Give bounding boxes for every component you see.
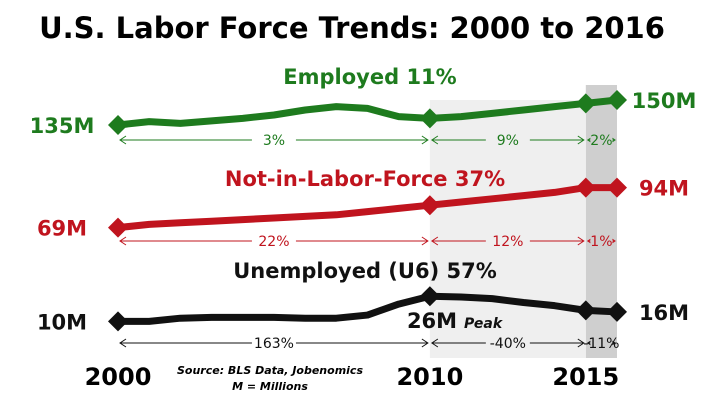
- point-marker: [108, 217, 128, 238]
- label-bg: [590, 132, 613, 148]
- source: Source: BLS Data, Jobenomics: [177, 364, 363, 377]
- change-label: 22%: [258, 234, 289, 250]
- change-label: -11%: [583, 336, 619, 352]
- label-bg: [590, 233, 613, 249]
- change-label: 3%: [263, 133, 285, 149]
- change-label: 1%: [590, 234, 612, 250]
- x-tick-label: 2000: [85, 363, 152, 391]
- label-bg: [251, 132, 296, 148]
- peak-label: 26M: [407, 309, 457, 333]
- label-bg: [251, 335, 296, 351]
- series-line: [118, 292, 618, 325]
- label-bg: [251, 233, 296, 249]
- x-tick-label: 2010: [396, 363, 463, 391]
- point-marker: [607, 90, 627, 110]
- change-label: 12%: [492, 234, 523, 250]
- point-marker: [607, 177, 627, 198]
- point-marker: [419, 108, 440, 129]
- series-label: Not-in-Labor-Force 37%: [225, 167, 505, 191]
- point-marker: [607, 301, 627, 322]
- end-label: 16M: [639, 301, 689, 325]
- point-marker: [575, 177, 596, 198]
- point-marker: [419, 286, 440, 307]
- start-label: 10M: [37, 310, 87, 334]
- change-label: 9%: [497, 133, 519, 149]
- point-marker: [419, 195, 440, 216]
- point-marker: [575, 300, 596, 321]
- series-line: [117, 96, 618, 129]
- label-bg: [590, 335, 613, 351]
- series-line: [117, 184, 617, 232]
- end-label: 94M: [639, 177, 689, 201]
- change-label: -40%: [490, 336, 526, 352]
- start-label: 69M: [37, 217, 87, 241]
- point-marker: [575, 93, 596, 114]
- peak-note: Peak: [464, 316, 504, 332]
- series-label: Employed 11%: [283, 65, 456, 89]
- note: M = Millions: [232, 380, 308, 393]
- point-marker: [108, 311, 128, 332]
- series-label: Unemployed (U6) 57%: [233, 259, 497, 283]
- change-label: 163%: [254, 336, 294, 352]
- label-bg: [485, 132, 530, 148]
- point-marker: [108, 115, 128, 135]
- start-label: 135M: [30, 114, 95, 138]
- end-label: 150M: [632, 89, 697, 113]
- x-tick-label: 2015: [552, 363, 619, 391]
- change-label: 2%: [590, 133, 612, 149]
- label-bg: [485, 233, 530, 249]
- chart-title: U.S. Labor Force Trends: 2000 to 2016: [39, 11, 665, 45]
- label-bg: [485, 335, 530, 351]
